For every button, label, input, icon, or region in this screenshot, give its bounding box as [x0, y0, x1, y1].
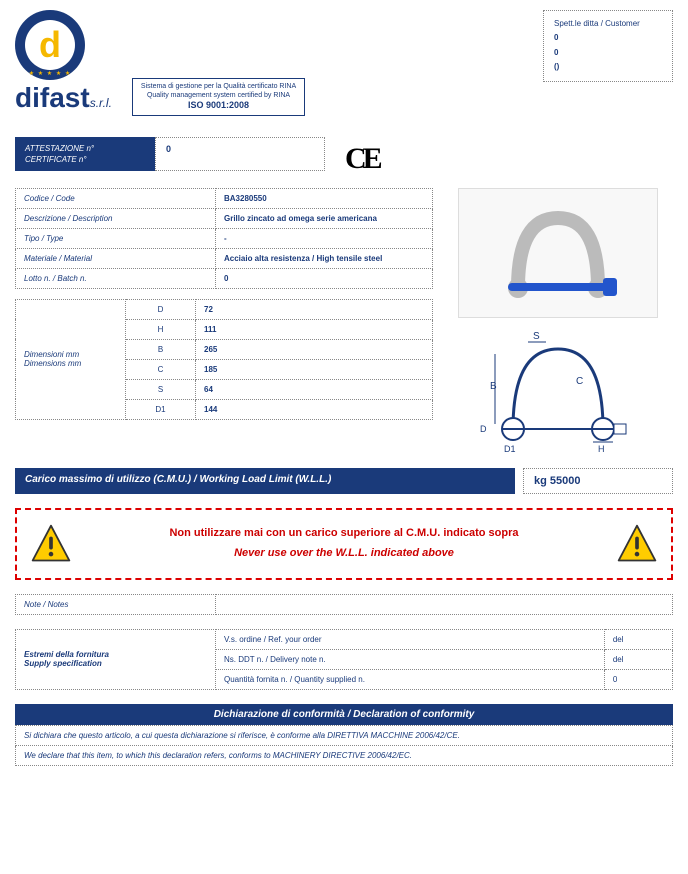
supply-r3-label: Quantità fornita n. / Quantity supplied … — [216, 669, 605, 689]
header: d ★ ★ ★ ★ ★ difasts.r.l. Sistema di gest… — [15, 10, 673, 116]
dim-v-5: 144 — [196, 399, 433, 419]
notes-table: Note / Notes — [15, 594, 673, 615]
supply-r1-value: del — [604, 629, 672, 649]
warning-icon — [615, 522, 659, 566]
iso-line2: Quality management system certified by R… — [141, 91, 296, 100]
dim-k-0: D — [126, 299, 196, 319]
desc-value: Grillo zincato ad omega serie americana — [216, 208, 433, 228]
brand-suffix: s.r.l. — [90, 96, 112, 110]
product-photo — [458, 188, 658, 318]
supply-table: Estremi della fornitura Supply specifica… — [15, 629, 673, 690]
brand-name: difasts.r.l. — [15, 82, 112, 114]
dim-k-3: C — [126, 359, 196, 379]
logo-block: d ★ ★ ★ ★ ★ difasts.r.l. — [15, 10, 112, 114]
attestation-row: ATTESTAZIONE n° CERTIFICATE n° 0 — [15, 137, 325, 171]
warning-icon — [29, 522, 73, 566]
svg-text:S: S — [533, 331, 540, 342]
supply-r2-value: del — [604, 649, 672, 669]
lot-label: Lotto n. / Batch n. — [16, 268, 216, 288]
ce-mark-icon: CE — [345, 142, 379, 176]
attest-label1: ATTESTAZIONE n° — [25, 143, 145, 154]
customer-v1: 0 — [554, 31, 662, 45]
iso-line3: ISO 9001:2008 — [141, 100, 296, 112]
dim-v-4: 64 — [196, 379, 433, 399]
customer-v3: () — [554, 60, 662, 74]
supply-r2-label: Ns. DDT n. / Delivery note n. — [216, 649, 605, 669]
supply-r1-label: V.s. ordine / Ref. your order — [216, 629, 605, 649]
dim-v-3: 185 — [196, 359, 433, 379]
supply-r3-value: 0 — [604, 669, 672, 689]
warning-text: Non utilizzare mai con un carico superio… — [87, 524, 601, 564]
declaration-en: We declare that this item, to which this… — [16, 745, 673, 765]
dimensions-table: Dimensioni mm Dimensions mm D 72 H111 B2… — [15, 299, 433, 420]
dim-k-5: D1 — [126, 399, 196, 419]
dim-k-4: S — [126, 379, 196, 399]
svg-text:B: B — [490, 381, 497, 392]
logo-circle: d ★ ★ ★ ★ ★ — [15, 10, 85, 80]
warning-en: Never use over the W.L.L. indicated abov… — [87, 544, 601, 564]
shackle-diagram-icon: B C S D D1 H — [458, 324, 658, 454]
notes-label: Note / Notes — [16, 594, 216, 614]
svg-text:D1: D1 — [504, 444, 516, 454]
warning-it: Non utilizzare mai con un carico superio… — [87, 524, 601, 544]
svg-text:D: D — [480, 424, 487, 434]
customer-label: Spett.le ditta / Customer — [554, 17, 662, 31]
attest-label2: CERTIFICATE n° — [25, 154, 145, 165]
wll-value: kg 55000 — [523, 468, 673, 494]
dim-label: Dimensioni mm Dimensions mm — [16, 299, 126, 419]
supply-label: Estremi della fornitura Supply specifica… — [16, 629, 216, 689]
warning-box: Non utilizzare mai con un carico superio… — [15, 508, 673, 580]
type-value: - — [216, 228, 433, 248]
type-label: Tipo / Type — [16, 228, 216, 248]
customer-v2: 0 — [554, 46, 662, 60]
attestation-label: ATTESTAZIONE n° CERTIFICATE n° — [15, 137, 155, 171]
iso-line1: Sistema di gestione per la Qualità certi… — [141, 82, 296, 91]
declaration-it: Si dichiara che questo articolo, a cui q… — [16, 725, 673, 745]
desc-label: Descrizione / Description — [16, 208, 216, 228]
lot-value: 0 — [216, 268, 433, 288]
code-label: Codice / Code — [16, 188, 216, 208]
dim-k-2: B — [126, 339, 196, 359]
material-value: Acciaio alta resistenza / High tensile s… — [216, 248, 433, 268]
svg-text:C: C — [576, 376, 583, 387]
svg-text:H: H — [598, 444, 605, 454]
dim-v-2: 265 — [196, 339, 433, 359]
info-table: Codice / CodeBA3280550 Descrizione / Des… — [15, 188, 433, 289]
customer-box: Spett.le ditta / Customer 0 0 () — [543, 10, 673, 82]
logo-d-icon: d — [25, 20, 75, 70]
code-value: BA3280550 — [216, 188, 433, 208]
declaration-body: Si dichiara che questo articolo, a cui q… — [15, 725, 673, 766]
shackle-photo-icon — [478, 198, 638, 308]
dim-k-1: H — [126, 319, 196, 339]
attestation-value: 0 — [155, 137, 325, 171]
wll-label: Carico massimo di utilizzo (C.M.U.) / Wo… — [15, 468, 515, 494]
iso-box: Sistema di gestione per la Qualità certi… — [132, 78, 305, 116]
declaration-header: Dichiarazione di conformità / Declaratio… — [15, 704, 673, 725]
logo-stars-icon: ★ ★ ★ ★ ★ — [29, 70, 72, 77]
wll-row: Carico massimo di utilizzo (C.M.U.) / Wo… — [15, 468, 673, 494]
dim-v-0: 72 — [196, 299, 433, 319]
material-label: Materiale / Material — [16, 248, 216, 268]
dim-v-1: 111 — [196, 319, 433, 339]
brand-text: difast — [15, 82, 90, 113]
notes-value — [216, 594, 673, 614]
